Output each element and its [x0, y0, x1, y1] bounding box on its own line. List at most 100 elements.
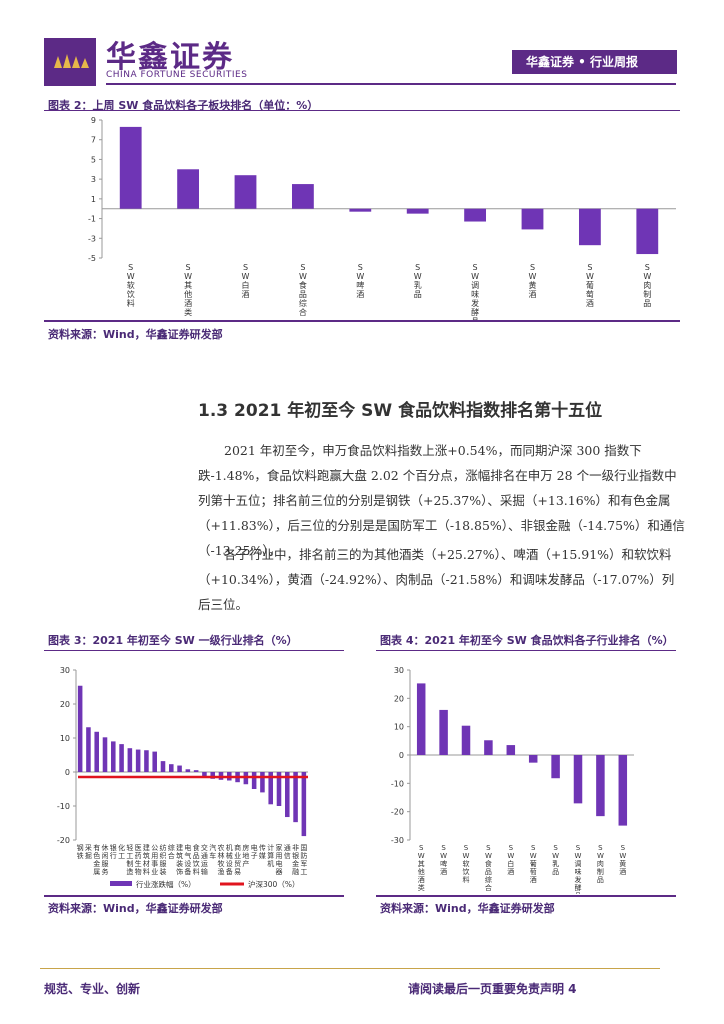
- bar-SW软饮料: [119, 126, 142, 209]
- section-paragraph-1: 2021 年初至今，申万食品饮料指数上涨+0.54%，而同期沪深 300 指数下…: [198, 443, 685, 558]
- figure4-bottom-rule: [376, 895, 676, 897]
- bar-计算机: [268, 772, 273, 805]
- bar-SW软饮料: [461, 725, 471, 755]
- category-label: 国防军工: [300, 844, 307, 876]
- figure4-top-rule: [376, 650, 676, 651]
- bar-汽车: [210, 772, 215, 779]
- bar-SW黄酒: [521, 208, 544, 230]
- bar-SW其他酒类: [416, 683, 426, 755]
- bar-食品饮料: [193, 770, 199, 772]
- bar-SW食品综合: [484, 740, 493, 755]
- category-label: 传媒: [259, 843, 266, 860]
- figure3-title: 图表 3：2021 年初至今 SW 一级行业排名（%）: [48, 634, 298, 647]
- bar-SW其他酒类: [177, 169, 200, 209]
- footer-disclaimer-page: 请阅读最后一页重要免责声明 4: [408, 982, 577, 996]
- bar-电气设备: [185, 769, 191, 772]
- category-label: 农林牧渔: [218, 843, 225, 876]
- category-label: 休闲服务: [102, 843, 109, 876]
- bar-SW乳品: [551, 755, 560, 779]
- category-label: 房地产: [242, 843, 249, 868]
- category-label: S W 软饮料: [127, 263, 135, 308]
- category-label: SW调味发酵品: [471, 263, 479, 320]
- bar-建筑材料: [144, 750, 149, 772]
- category-label: 银行: [110, 843, 117, 860]
- figure4-source: 资料来源：Wind，华鑫证券研发部: [380, 902, 555, 915]
- figure2-top-rule: [44, 110, 680, 111]
- category-label: 机械设备: [226, 843, 233, 876]
- y-tick-label: 0: [399, 751, 404, 760]
- bar-SW葡萄酒: [528, 755, 538, 763]
- report-type-tag: 华鑫证券 • 行业周报: [512, 50, 677, 74]
- category-label: 家用电器: [276, 843, 283, 876]
- category-label: S W 葡萄酒: [530, 844, 537, 884]
- logo-chinese-name: 华鑫证券: [106, 40, 234, 75]
- category-label: 汽车: [209, 843, 216, 860]
- category-label: 食品饮料: [193, 843, 200, 876]
- category-label: 轻工制造: [126, 843, 133, 876]
- category-label: S W 食品综合: [299, 263, 307, 317]
- bar-轻工制造: [127, 748, 133, 772]
- figure2-title: 图表 2：上周 SW 食品饮料各子板块排名（单位：%）: [48, 99, 319, 112]
- category-label: S W 软饮料: [463, 844, 470, 884]
- category-label: 电气设备: [184, 843, 191, 876]
- legend-swatch-industry: [110, 881, 132, 886]
- y-tick-label: 30: [60, 666, 70, 675]
- category-label: S W 食品综合: [485, 844, 492, 892]
- y-tick-label: 3: [91, 175, 96, 184]
- y-tick-label: -10: [57, 802, 70, 811]
- footer-divider: [40, 968, 660, 969]
- category-label: 综合: [168, 843, 175, 860]
- figure4-title: 图表 4：2021 年初至今 SW 食品饮料各子行业排名（%）: [380, 634, 674, 647]
- figure2-chart: -5 -3 -1 1 3 5 7 9 S W 软饮料 S W 其他酒类 S W 白酒 S W 食品综合 S W 啤酒 S W 乳品…: [88, 116, 676, 320]
- bar-休闲服务: [102, 737, 108, 772]
- y-tick-label: 0: [65, 768, 70, 777]
- bar-SW肉制品: [636, 208, 659, 255]
- category-label: 有色金属: [93, 843, 100, 876]
- y-tick-label: -1: [88, 215, 96, 224]
- bar-通信: [285, 772, 290, 818]
- category-label: 采掘: [85, 843, 92, 860]
- company-logo-icon: [44, 38, 96, 86]
- bar-SW白酒: [234, 175, 257, 209]
- category-label: 计算机: [267, 843, 274, 868]
- category-label: S W 黄酒: [529, 263, 537, 299]
- category-label: S W 乳品: [414, 263, 422, 299]
- figure4-chart: -30 -20 -10 0 10 20 30 S W 其他酒类 S W 啤酒 S W 软饮料 S W 食品综合 S W 白…: [391, 666, 634, 894]
- section-paragraph-2: 各子行业中，排名前三的为其他酒类（+25.27%）、啤酒（+15.91%）和软饮…: [198, 547, 675, 612]
- category-label: S W 肉制品: [597, 844, 604, 884]
- bar-采掘: [86, 727, 91, 772]
- bar-SW乳品: [406, 208, 429, 214]
- y-tick-label: -30: [391, 836, 404, 845]
- bar-SW黄酒: [618, 755, 628, 826]
- y-tick-label: 20: [394, 694, 404, 703]
- bar-交通运输: [202, 772, 207, 778]
- bar-SW调味发酵品: [573, 755, 583, 804]
- category-label: 建筑装饰: [176, 843, 183, 876]
- bar-SW啤酒: [349, 208, 372, 212]
- category-label: 医药生物: [135, 844, 142, 876]
- category-label: S W 黄酒: [619, 844, 626, 876]
- bar-SW调味发酵品: [464, 208, 487, 222]
- header-divider: [106, 83, 676, 85]
- bar-SW食品综合: [291, 184, 314, 209]
- y-tick-label: 30: [394, 666, 404, 675]
- bar-有色金属: [94, 731, 99, 772]
- bar-银行: [111, 741, 116, 772]
- category-label: S W 白酒: [507, 844, 514, 876]
- bar-纺织服装: [160, 761, 166, 772]
- figure3-source: 资料来源：Wind，华鑫证券研发部: [48, 902, 223, 915]
- category-label: 公用事业: [151, 844, 158, 876]
- footer-slogan: 规范、专业、创新: [44, 982, 141, 996]
- y-tick-label: -20: [57, 836, 70, 845]
- y-tick-label: -5: [88, 254, 96, 263]
- category-label: S W 白酒: [242, 263, 250, 299]
- legend-label-industry: 行业涨跌幅（%）: [136, 879, 196, 889]
- bar-钢铁: [77, 685, 83, 772]
- bar-电子: [251, 772, 257, 789]
- y-tick-label: 10: [60, 734, 70, 743]
- bar-非银金融: [293, 772, 298, 823]
- category-label: 钢铁: [77, 843, 84, 860]
- category-label: S W 肉制品: [643, 263, 651, 308]
- category-label: 商业贸易: [234, 843, 241, 876]
- bar-SW白酒: [506, 745, 516, 755]
